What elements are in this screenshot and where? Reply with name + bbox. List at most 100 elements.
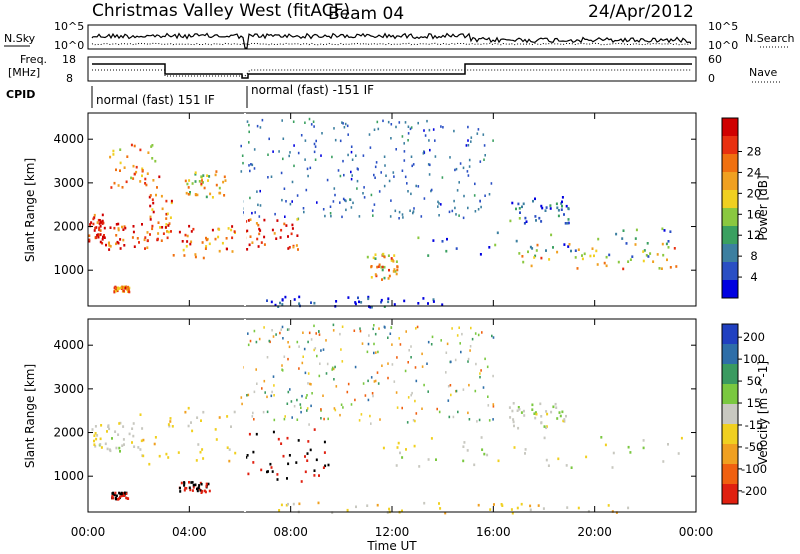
scatter-cell [240, 144, 242, 148]
scatter-cell [304, 121, 306, 124]
data-cell [151, 144, 154, 147]
scatter-cell [253, 167, 256, 170]
scatter-cell [447, 385, 450, 388]
scatter-cell [327, 417, 329, 421]
data-cell [109, 155, 112, 159]
colorbar-tick-label: -200 [741, 484, 767, 498]
scatter-cell [368, 334, 370, 337]
scatter-cell [476, 420, 478, 423]
scatter-cell [314, 347, 317, 350]
data-cell [157, 232, 160, 235]
data-cell [179, 490, 182, 493]
data-cell [156, 237, 159, 241]
data-cell [284, 295, 287, 299]
data-cell [483, 452, 486, 456]
scatter-cell [415, 412, 418, 415]
scatter-cell [273, 394, 275, 397]
data-cell [166, 212, 169, 216]
scatter-cell [296, 398, 298, 402]
data-cell [119, 421, 122, 425]
scatter-cell [384, 164, 386, 167]
data-cell [595, 249, 598, 253]
scatter-cell [342, 406, 344, 409]
data-cell [540, 415, 543, 418]
data-cell [190, 240, 193, 244]
scatter-cell [297, 151, 300, 155]
data-cell [118, 287, 121, 290]
data-cell [183, 481, 186, 485]
data-cell [486, 453, 489, 457]
scatter-cell [383, 184, 386, 188]
data-cell [200, 182, 203, 186]
data-cell [149, 194, 152, 197]
scatter-cell [403, 142, 405, 145]
scatter-cell [401, 213, 404, 216]
scatter-cell [398, 121, 401, 124]
scatter-cell [469, 345, 472, 348]
y-tick-label: 1000 [53, 469, 84, 483]
data-cell [297, 439, 300, 442]
data-cell [166, 236, 169, 240]
data-cell [283, 222, 286, 226]
data-cell [119, 495, 122, 498]
data-cell [534, 215, 537, 218]
scatter-cell [423, 129, 425, 132]
data-cell [263, 243, 266, 246]
data-cell [191, 481, 194, 484]
data-cell [218, 228, 221, 231]
scatter-cell [342, 122, 344, 125]
data-cell [190, 481, 193, 484]
data-cell [121, 225, 123, 229]
data-cell [141, 174, 143, 178]
scatter-cell [291, 416, 293, 419]
freq-strip: Freq. [MHz] 18 8 60 0 Nave [8, 53, 780, 85]
data-cell [99, 225, 102, 228]
data-cell [151, 224, 154, 228]
data-cell [122, 425, 125, 428]
colorbar-swatch [722, 444, 738, 465]
data-cell [112, 149, 115, 153]
data-cell [280, 503, 283, 507]
scatter-cell [322, 348, 325, 351]
colorbar-tick-label: 200 [743, 330, 765, 344]
scatter-cell [255, 368, 257, 371]
data-cell [673, 247, 676, 250]
data-cell [392, 270, 395, 273]
data-cell [680, 436, 683, 440]
data-cell [327, 463, 330, 467]
scatter-cell [466, 170, 469, 173]
data-cell [165, 199, 168, 203]
scatter-cell [484, 357, 486, 361]
data-cell [615, 232, 618, 236]
scatter-cell [363, 186, 365, 189]
data-cell [178, 230, 181, 234]
data-cell [382, 252, 385, 256]
data-cell [125, 180, 128, 184]
data-cell [463, 441, 466, 444]
scatter-cell [266, 356, 269, 359]
data-cell [280, 442, 283, 445]
data-cell [480, 436, 483, 439]
data-cell [155, 193, 157, 197]
data-cell [493, 503, 495, 506]
x-tick-label: 12:00 [375, 525, 410, 539]
data-cell [200, 482, 203, 486]
scatter-cell [407, 396, 410, 399]
scatter-cell [308, 423, 310, 426]
data-cell [375, 274, 378, 278]
data-cell [132, 177, 135, 180]
data-cell [224, 179, 227, 182]
y-tick-label: 4000 [53, 132, 84, 146]
data-cell [291, 227, 294, 230]
data-cell [304, 470, 307, 474]
data-cell [533, 412, 536, 415]
data-cell [563, 243, 566, 246]
data-cell [611, 466, 614, 469]
data-cell [132, 422, 135, 425]
colorbar-swatch [722, 136, 738, 155]
data-cell [627, 445, 630, 449]
velocity-ylabel: Slant Range [km] [23, 364, 37, 468]
data-cell [562, 419, 565, 423]
data-cell [530, 264, 533, 268]
data-cell [169, 417, 172, 420]
